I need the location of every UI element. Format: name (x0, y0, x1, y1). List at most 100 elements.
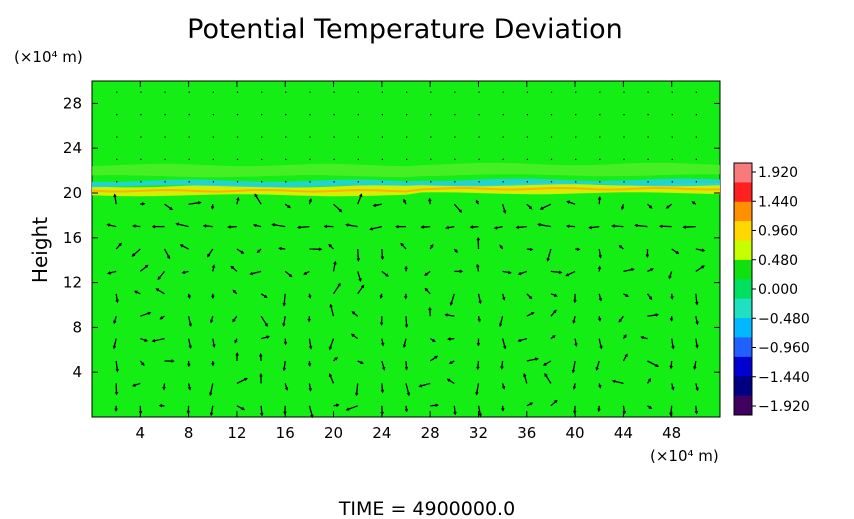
colorbar-label: −0.960 (758, 341, 810, 357)
wind-arrow (470, 225, 479, 228)
wind-arrow-head (650, 268, 654, 272)
wind-arrow (381, 383, 384, 393)
wind-arrow (114, 194, 117, 205)
wind-arrow-head (360, 360, 364, 365)
wind-arrow (695, 293, 698, 305)
wind-arrow (188, 201, 201, 205)
wind-arrow-head (380, 389, 385, 394)
wind-arrow-head (112, 345, 117, 350)
wind-arrow-head (166, 255, 171, 260)
wind-arrow-head (558, 270, 563, 274)
wind-arrow-head (369, 227, 373, 231)
wind-arrow (544, 373, 552, 384)
wind-arrow-head (395, 224, 399, 229)
wind-arrow-head (354, 392, 359, 397)
wind-arrow-head (181, 270, 186, 274)
wind-arrow-head (671, 345, 675, 350)
colorbar-swatch (734, 298, 752, 319)
wind-arrow-head (517, 272, 522, 276)
wind-arrow-head (630, 267, 635, 272)
wind-arrow-head (328, 346, 333, 351)
wind-arrow (346, 405, 358, 411)
time-label: TIME = 4900000.0 (338, 498, 515, 519)
wind-arrow-head (118, 242, 122, 247)
wind-arrow-head (318, 247, 323, 251)
wind-arrow (523, 374, 528, 384)
wind-arrow (540, 203, 552, 210)
wind-arrow-head (448, 360, 453, 364)
wind-arrow-head (598, 254, 602, 259)
wind-arrow-head (187, 363, 191, 368)
wind-arrow (683, 225, 696, 228)
wind-arrow-head (573, 299, 577, 304)
wind-arrow (282, 316, 286, 326)
wind-arrow (695, 265, 705, 272)
wind-arrow-head (403, 198, 407, 203)
wind-arrow (502, 270, 511, 274)
wind-arrow (612, 225, 624, 228)
wind-arrow-head (308, 198, 312, 202)
wind-arrow (212, 338, 215, 347)
y-tick-label: 24 (63, 139, 82, 157)
wind-arrow-head (227, 225, 231, 229)
wind-arrow-head (668, 275, 672, 280)
wind-arrow-head (598, 297, 603, 302)
wind-arrow-head (310, 414, 314, 419)
wind-arrow (595, 360, 600, 370)
wind-arrow-head (283, 341, 288, 346)
colorbar-swatch (734, 201, 752, 222)
colorbar-label: 0.000 (758, 282, 798, 298)
wind-arrow-head (670, 296, 674, 300)
wind-arrow-head (701, 265, 705, 269)
wind-arrow-head (655, 313, 660, 317)
wind-arrow-head (260, 412, 264, 417)
wind-arrow-head (500, 366, 504, 370)
wind-arrow-head (597, 196, 602, 200)
wind-arrow-head (528, 206, 533, 210)
wind-arrow (210, 405, 214, 416)
wind-arrow (332, 283, 341, 295)
wind-arrow-head (360, 284, 365, 289)
wind-arrow (113, 338, 117, 349)
wind-arrow-head (380, 256, 385, 261)
wind-arrow-head (634, 223, 638, 228)
wind-arrow-head (381, 342, 385, 347)
wind-arrow-head (113, 193, 117, 198)
colorbar-label: 0.480 (758, 253, 798, 269)
wind-arrow-head (595, 367, 599, 371)
wind-arrow-head (308, 345, 313, 350)
wind-arrow (623, 268, 634, 273)
wind-arrow (446, 225, 455, 229)
wind-arrow-head (345, 407, 350, 411)
wind-arrow (671, 248, 679, 254)
wind-arrow-head (379, 322, 384, 326)
wind-arrow-head (114, 408, 118, 412)
wind-arrow-head (598, 384, 602, 389)
wind-arrow-head (624, 353, 628, 357)
wind-arrow-head (328, 373, 332, 377)
wind-arrow-head (113, 320, 117, 325)
wind-arrow (477, 405, 482, 416)
wind-arrow-head (478, 300, 482, 305)
wind-arrow (450, 293, 455, 306)
colorbar-swatch (734, 240, 752, 261)
wind-arrow-head (169, 206, 174, 211)
wind-arrow (516, 225, 527, 229)
wind-arrow-head (159, 316, 164, 320)
wind-arrow-head (517, 338, 522, 342)
wind-arrow-head (209, 319, 214, 324)
wind-arrow (250, 270, 262, 275)
wind-arrow-head (333, 260, 337, 265)
wind-arrow (453, 405, 456, 415)
wind-arrow-head (308, 387, 312, 392)
wind-arrow-head (502, 210, 507, 215)
wind-arrow-head (453, 411, 457, 416)
wind-arrow-head (501, 385, 506, 390)
wind-arrow-head (147, 311, 152, 315)
colorbar: 1.920 1.440 0.960 0.480 0.000 −0.480 −0.960 −1.… (733, 162, 810, 416)
wind-arrow (477, 360, 480, 370)
wind-arrow-head (623, 334, 627, 338)
wind-arrow (405, 360, 408, 370)
wind-arrow-head (695, 321, 699, 326)
